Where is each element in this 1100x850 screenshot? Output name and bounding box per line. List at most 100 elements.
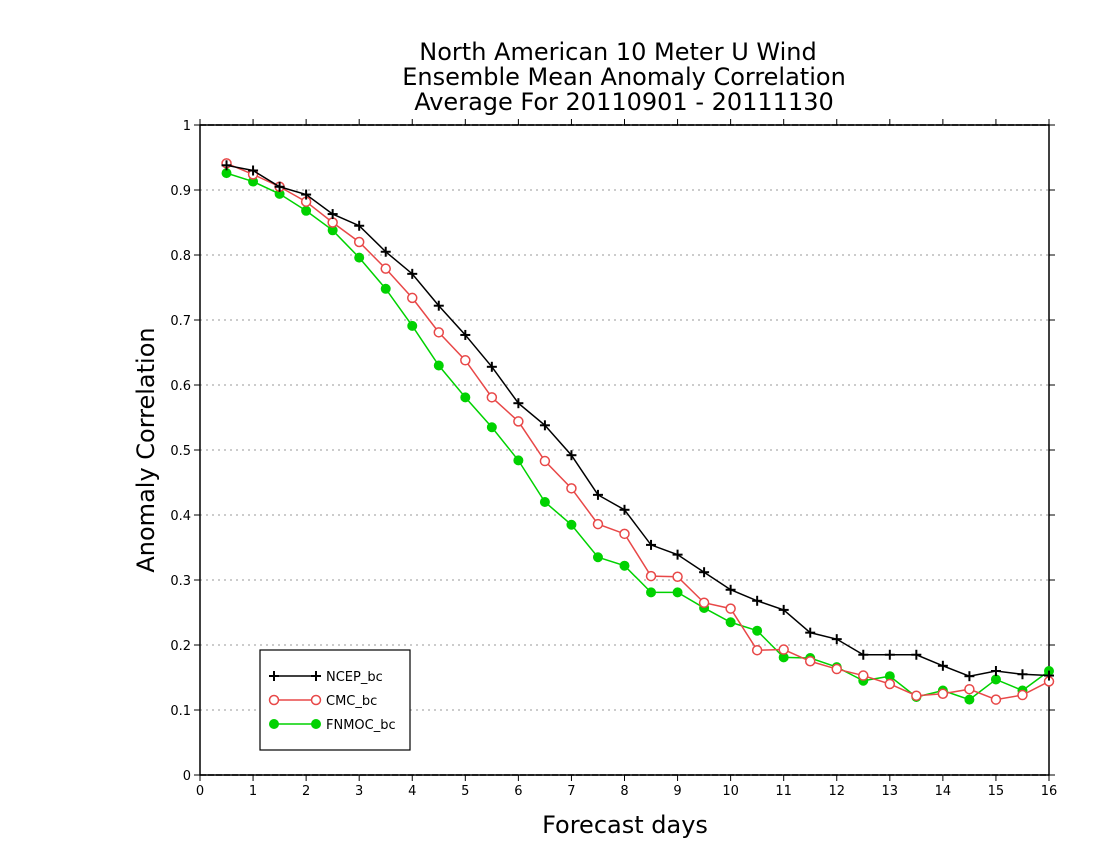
data-point (486, 422, 497, 433)
legend-entry-NCEP_bc: NCEP_bc (269, 670, 383, 685)
y-tick-label: 0.5 (170, 444, 191, 459)
y-tick-label: 0.2 (170, 639, 191, 654)
data-point (407, 292, 418, 304)
data-point (566, 483, 577, 494)
data-point (592, 552, 603, 563)
data-point (592, 518, 604, 530)
y-tick-label: 1 (183, 119, 191, 134)
data-point (539, 455, 551, 467)
data-point (274, 181, 285, 192)
y-tick-label: 0.8 (170, 249, 191, 264)
chart-title-line-1: North American 10 Meter U Wind (419, 38, 816, 66)
data-point (407, 320, 418, 331)
data-point (1044, 670, 1054, 681)
data-point (990, 674, 1001, 685)
data-point (725, 584, 736, 595)
data-point (752, 595, 763, 606)
data-point (539, 497, 550, 507)
x-tick-label: 6 (514, 784, 522, 799)
data-point (752, 625, 763, 636)
data-point (460, 392, 471, 403)
data-point (831, 663, 842, 675)
x-tick-label: 10 (722, 784, 739, 799)
data-point (990, 666, 1001, 676)
series-layer (221, 158, 1055, 705)
legend-label: NCEP_bc (326, 670, 383, 685)
data-point (269, 671, 279, 681)
data-point (310, 694, 322, 706)
data-point (407, 268, 418, 279)
series-line (226, 164, 1050, 677)
x-tick-label: 0 (196, 784, 204, 799)
data-point (619, 504, 630, 515)
data-point (672, 549, 683, 560)
data-point (778, 604, 789, 615)
data-point (937, 688, 949, 699)
data-point (964, 671, 975, 682)
data-point (327, 217, 338, 228)
data-point (513, 455, 524, 466)
y-tick-label: 0.4 (170, 509, 191, 524)
data-point (911, 649, 922, 660)
data-point (725, 603, 736, 614)
data-point (884, 649, 895, 660)
data-point (248, 165, 259, 176)
data-point (380, 283, 391, 294)
data-point (911, 690, 922, 701)
data-point (964, 694, 975, 705)
data-point (327, 209, 338, 220)
data-point (646, 539, 657, 550)
x-tick-label: 14 (935, 784, 952, 799)
data-point (592, 489, 603, 500)
x-tick-label: 8 (620, 784, 628, 799)
data-point (433, 360, 444, 371)
x-tick-label: 2 (302, 784, 310, 799)
series-FNMOC_bc (221, 168, 1054, 705)
data-point (566, 519, 577, 530)
data-point (698, 597, 710, 608)
y-tick-label: 0.1 (170, 704, 191, 719)
data-point (268, 694, 280, 706)
x-tick-label: 13 (882, 784, 899, 799)
x-tick-label: 11 (775, 784, 792, 799)
data-point (645, 570, 657, 582)
data-point (990, 694, 1002, 705)
data-point (460, 355, 471, 366)
data-point (311, 671, 321, 681)
data-point (539, 420, 550, 431)
data-point (486, 392, 498, 403)
data-point (858, 649, 869, 660)
data-point (858, 670, 869, 681)
chart-title-line-3: Average For 20110901 - 20111130 (414, 88, 834, 116)
data-point (460, 329, 471, 340)
data-point (699, 567, 710, 578)
data-point (831, 634, 842, 645)
legend-entry-FNMOC_bc: FNMOC_bc (269, 718, 396, 733)
data-point (937, 660, 948, 671)
data-point (672, 571, 683, 582)
data-point (513, 398, 524, 409)
data-point (672, 587, 683, 598)
data-point (354, 220, 365, 231)
data-point (513, 416, 524, 427)
data-point (380, 263, 391, 274)
data-point (619, 560, 630, 571)
legend-label: FNMOC_bc (326, 718, 396, 733)
data-point (751, 644, 763, 656)
y-tick-label: 0.7 (170, 314, 191, 329)
data-point (1017, 689, 1028, 701)
x-tick-label: 5 (461, 784, 469, 799)
x-tick-label: 3 (355, 784, 363, 799)
x-axis-title: Forecast days (542, 811, 708, 839)
data-point (301, 189, 312, 200)
data-point (353, 236, 365, 248)
chart-title-line-2: Ensemble Mean Anomaly Correlation (402, 63, 846, 91)
y-tick-label: 0 (183, 769, 191, 784)
x-tick-label: 7 (567, 784, 575, 799)
data-point (619, 528, 630, 540)
data-point (884, 678, 896, 690)
y-tick-label: 0.9 (170, 184, 191, 199)
data-point (778, 644, 789, 655)
legend-label: CMC_bc (326, 694, 377, 709)
